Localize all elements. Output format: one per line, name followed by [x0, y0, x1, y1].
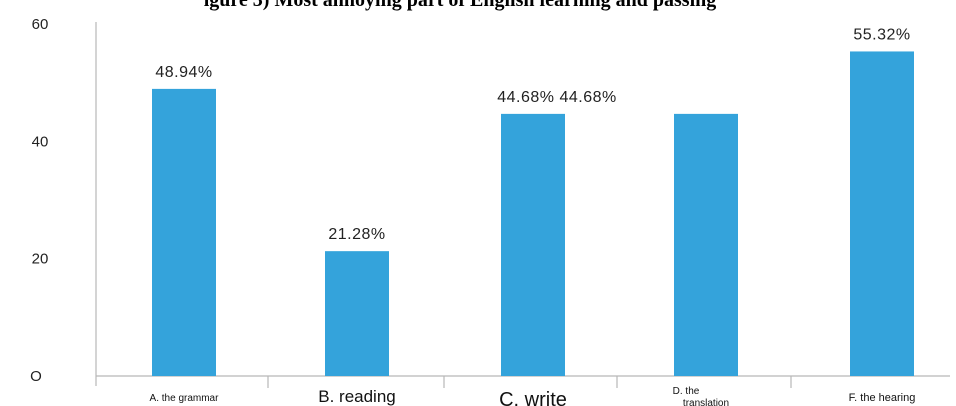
y-tick-label: 60	[32, 16, 49, 33]
bars-group	[152, 51, 914, 377]
bar	[501, 113, 565, 377]
y-tick-label: O	[30, 368, 42, 385]
chart-title: igure 3) Most annoying part of English l…	[204, 0, 717, 11]
bar	[152, 88, 216, 377]
category-label: D. the translation	[673, 386, 729, 406]
data-label: 44.68% 44.68%	[497, 89, 616, 106]
data-labels-group: 48.94% 21.28% 44.68% 44.68% 55.32%	[155, 26, 910, 243]
category-label: F. the hearing	[849, 392, 916, 404]
category-label: C. write	[499, 389, 567, 406]
data-label: 55.32%	[853, 26, 910, 43]
y-tick-label: 40	[32, 133, 49, 150]
bar	[850, 51, 914, 377]
y-axis-ticks: O 20 40 60	[30, 16, 48, 385]
data-label: 21.28%	[328, 226, 385, 243]
bar	[674, 113, 738, 377]
data-label: 48.94%	[155, 64, 212, 81]
y-tick-label: 20	[32, 251, 49, 268]
category-label: B. reading	[318, 387, 396, 406]
bar	[325, 251, 389, 376]
category-label: A. the grammar	[150, 393, 220, 404]
category-labels-group: A. the grammar B. reading C. write D. the tr…	[150, 376, 916, 406]
